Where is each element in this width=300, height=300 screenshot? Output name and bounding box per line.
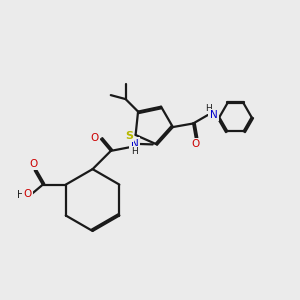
Text: H: H: [17, 190, 25, 200]
Text: H: H: [131, 147, 138, 156]
Text: O: O: [29, 159, 38, 169]
Text: S: S: [125, 131, 133, 141]
Text: O: O: [90, 133, 99, 143]
Text: H: H: [206, 104, 212, 113]
Text: N: N: [130, 139, 138, 149]
Text: O: O: [192, 140, 200, 149]
Text: O: O: [23, 189, 32, 200]
Text: N: N: [209, 110, 217, 120]
